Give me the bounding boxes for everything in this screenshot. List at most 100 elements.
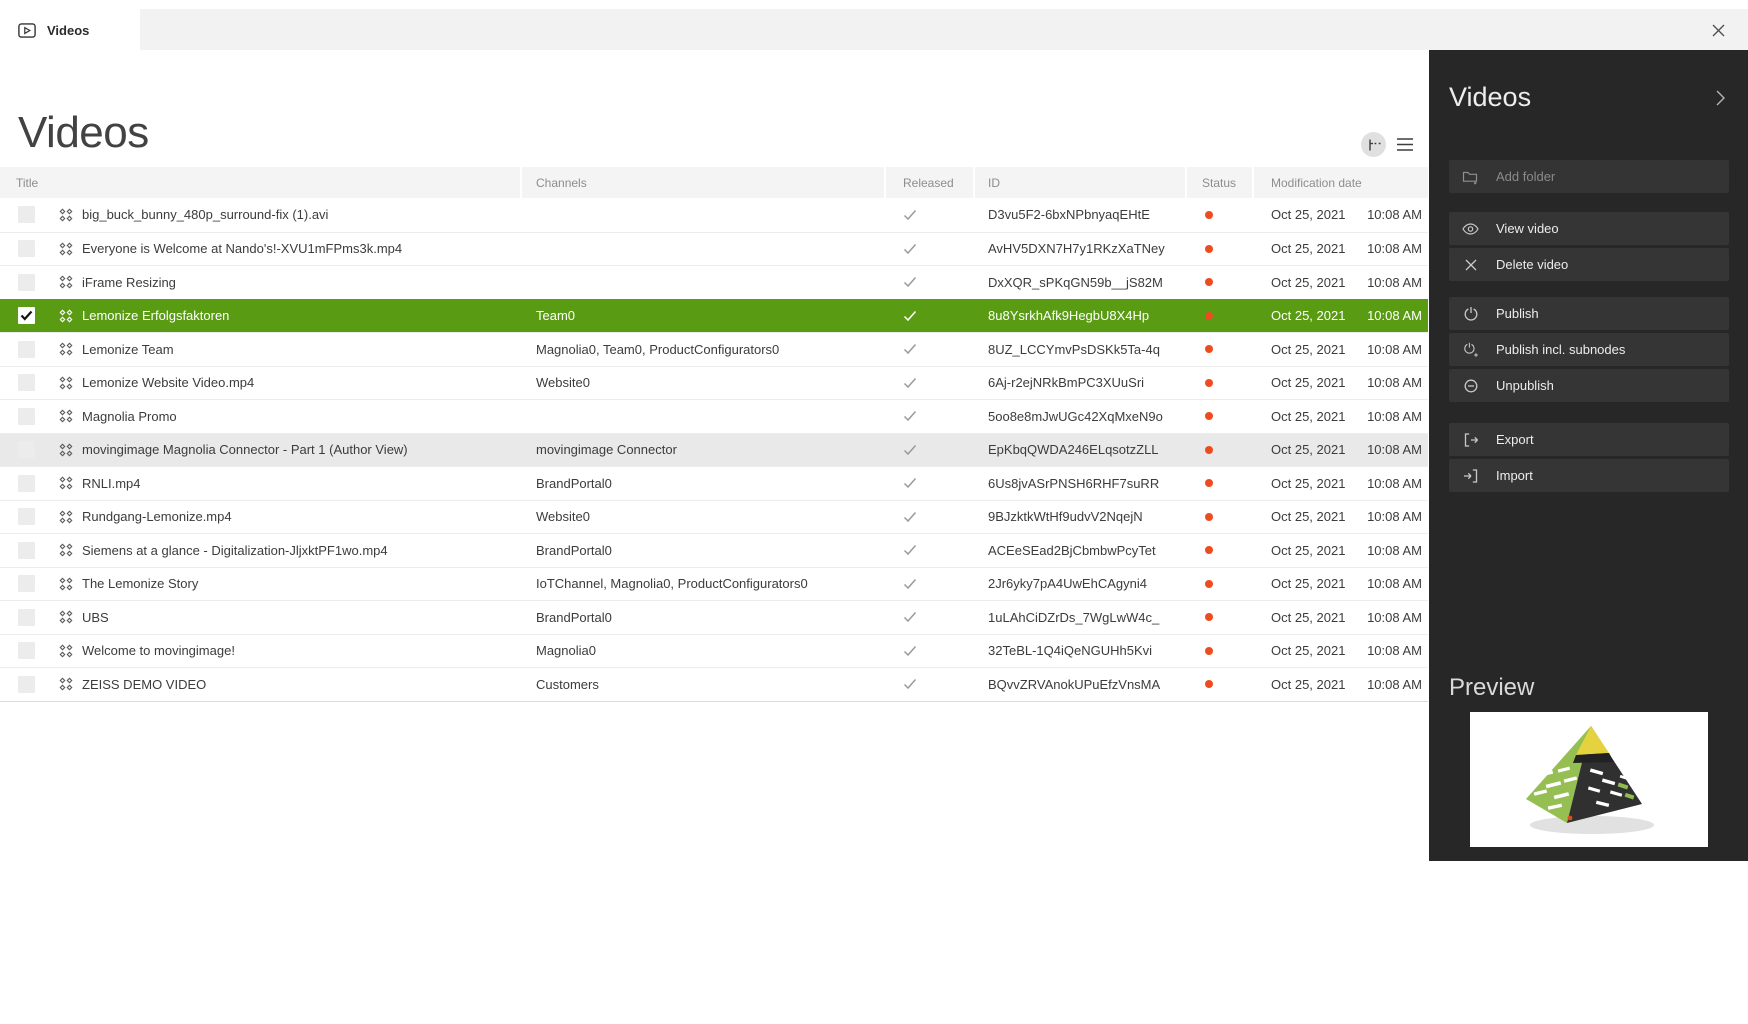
- column-header-released[interactable]: Released: [886, 167, 975, 198]
- table-row[interactable]: RNLI.mp4 BrandPortal0 6Us8jvASrPNSH6RHF7su…: [0, 466, 1428, 500]
- drag-handle-icon[interactable]: [58, 274, 74, 290]
- publish-incl-subnodes-button[interactable]: Publish incl. subnodes: [1449, 333, 1729, 366]
- channels-cell: BrandPortal0: [536, 609, 612, 625]
- tree-view-button[interactable]: [1361, 132, 1386, 157]
- id-cell: 32TeBL-1Q4iQeNGUHh5Kvi: [988, 643, 1153, 659]
- row-checkbox[interactable]: [18, 541, 35, 559]
- import-button[interactable]: Import: [1449, 459, 1729, 492]
- drag-handle-icon[interactable]: [58, 207, 74, 223]
- unpublish-button[interactable]: Unpublish: [1449, 369, 1729, 402]
- drag-handle-icon[interactable]: [58, 542, 74, 558]
- chevron-right-icon[interactable]: [1716, 90, 1725, 106]
- table-row[interactable]: Lemonize Erfolgsfaktoren Team0 8u8YsrkhAfk…: [0, 298, 1428, 333]
- released-cell: [886, 467, 975, 500]
- videos-table: Title Channels Released ID Status Modificatio…: [0, 167, 1428, 702]
- table-row[interactable]: movingimage Magnolia Connector - Part 1 …: [0, 432, 1428, 466]
- column-header-title[interactable]: Title: [0, 167, 522, 198]
- title-cell: Lemonize Erfolgsfaktoren: [0, 300, 522, 333]
- action-group: Publish Publish incl. subnodes Unpublish: [1449, 297, 1729, 402]
- table-row[interactable]: Magnolia Promo 5oo8e8mJwUGc42XqMxeN9o Oct …: [0, 399, 1428, 433]
- status-cell: [1187, 467, 1254, 500]
- export-button[interactable]: Export: [1449, 423, 1729, 456]
- modification-date-cell: Oct 25, 2021 10:08 AM: [1254, 601, 1428, 634]
- status-cell: [1187, 198, 1254, 232]
- id-cell: 2Jr6yky7pA4UwEhCAgyni4: [988, 576, 1147, 592]
- close-icon[interactable]: [1709, 21, 1727, 39]
- drag-handle-icon[interactable]: [58, 408, 74, 424]
- column-header-channels[interactable]: Channels: [522, 167, 886, 198]
- video-title: The Lemonize Story: [82, 576, 199, 592]
- drag-handle-icon[interactable]: [58, 643, 74, 659]
- modification-date: Oct 25, 2021: [1271, 542, 1346, 558]
- released-check-icon: [903, 276, 917, 288]
- drag-handle-icon[interactable]: [58, 241, 74, 257]
- drag-handle-icon[interactable]: [58, 576, 74, 592]
- modification-date: Oct 25, 2021: [1271, 341, 1346, 357]
- drag-handle-icon[interactable]: [58, 609, 74, 625]
- released-check-icon: [903, 209, 917, 221]
- channels-cell: IoTChannel, Magnolia0, ProductConfigurat…: [536, 576, 808, 592]
- row-checkbox[interactable]: [18, 608, 35, 626]
- title-cell: Rundgang-Lemonize.mp4: [0, 501, 522, 534]
- list-view-button[interactable]: [1395, 135, 1415, 155]
- title-cell: Siemens at a glance - Digitalization-Jlj…: [0, 534, 522, 567]
- released-check-icon: [903, 578, 917, 590]
- tab-videos[interactable]: Videos: [0, 9, 140, 51]
- row-checkbox[interactable]: [18, 508, 35, 526]
- channels-cell: [522, 266, 886, 299]
- table-row[interactable]: Welcome to movingimage! Magnolia0 32TeBL-1…: [0, 633, 1428, 667]
- row-checkbox[interactable]: [18, 273, 35, 291]
- modification-time: 10:08 AM: [1367, 408, 1422, 424]
- view-video-button[interactable]: View video: [1449, 212, 1729, 245]
- table-row[interactable]: Lemonize Website Video.mp4 Website0 6Aj-r2…: [0, 365, 1428, 399]
- video-title: Lemonize Website Video.mp4: [82, 375, 255, 391]
- modification-date-cell: Oct 25, 2021 10:08 AM: [1254, 668, 1428, 701]
- released-cell: [886, 400, 975, 433]
- drag-handle-icon[interactable]: [58, 509, 74, 525]
- row-checkbox[interactable]: [18, 240, 35, 258]
- drag-handle-icon[interactable]: [58, 676, 74, 692]
- row-checkbox[interactable]: [18, 206, 35, 224]
- modification-time: 10:08 AM: [1367, 241, 1422, 257]
- table-row[interactable]: Lemonize Team Magnolia0, Team0, ProductCo…: [0, 332, 1428, 366]
- video-title: big_buck_bunny_480p_surround-fix (1).avi: [82, 207, 329, 223]
- video-play-icon: [18, 22, 36, 38]
- drag-handle-icon[interactable]: [58, 442, 74, 458]
- table-row[interactable]: big_buck_bunny_480p_surround-fix (1).avi…: [0, 198, 1428, 232]
- action-label: Import: [1496, 468, 1533, 483]
- video-title: ZEISS DEMO VIDEO: [82, 676, 207, 692]
- id-cell: D3vu5F2-6bxNPbnyaqEHtE: [988, 207, 1150, 223]
- row-checkbox[interactable]: [18, 441, 35, 459]
- row-checkbox-checked[interactable]: [18, 307, 35, 325]
- table-row[interactable]: ZEISS DEMO VIDEO Customers BQvvZRVAnokUPuE…: [0, 667, 1428, 701]
- drag-handle-icon[interactable]: [58, 375, 74, 391]
- table-row[interactable]: Everyone is Welcome at Nando's!-XVU1mFPm…: [0, 231, 1428, 265]
- modification-date-cell: Oct 25, 2021 10:08 AM: [1254, 467, 1428, 500]
- row-checkbox[interactable]: [18, 675, 35, 693]
- row-checkbox[interactable]: [18, 407, 35, 425]
- row-checkbox[interactable]: [18, 340, 35, 358]
- drag-handle-icon[interactable]: [58, 308, 74, 324]
- row-checkbox[interactable]: [18, 642, 35, 660]
- table-row[interactable]: The Lemonize Story IoTChannel, Magnolia0,…: [0, 566, 1428, 600]
- column-header-id[interactable]: ID: [975, 167, 1187, 198]
- table-row[interactable]: UBS BrandPortal0 1uLAhCiDZrDs_7WgLwW4c_ Oct…: [0, 600, 1428, 634]
- drag-handle-icon[interactable]: [58, 475, 74, 491]
- status-dot: [1205, 278, 1213, 287]
- table-row[interactable]: Siemens at a glance - Digitalization-Jlj…: [0, 533, 1428, 567]
- delete-video-button[interactable]: Delete video: [1449, 248, 1729, 281]
- table-row[interactable]: iFrame Resizing DxXQR_sPKqGN59b__jS82M Oct…: [0, 265, 1428, 299]
- publish-button[interactable]: Publish: [1449, 297, 1729, 330]
- status-dot: [1205, 546, 1213, 555]
- column-header-status[interactable]: Status: [1187, 167, 1254, 198]
- column-header-modification-date[interactable]: Modification date: [1254, 167, 1428, 198]
- drag-handle-icon[interactable]: [58, 341, 74, 357]
- status-dot: [1205, 210, 1213, 219]
- row-checkbox[interactable]: [18, 374, 35, 392]
- row-checkbox[interactable]: [18, 474, 35, 492]
- add-folder-input[interactable]: Add folder: [1449, 160, 1729, 193]
- status-cell: [1187, 266, 1254, 299]
- row-checkbox[interactable]: [18, 575, 35, 593]
- table-row[interactable]: Rundgang-Lemonize.mp4 Website0 9BJzktkWtHf…: [0, 499, 1428, 534]
